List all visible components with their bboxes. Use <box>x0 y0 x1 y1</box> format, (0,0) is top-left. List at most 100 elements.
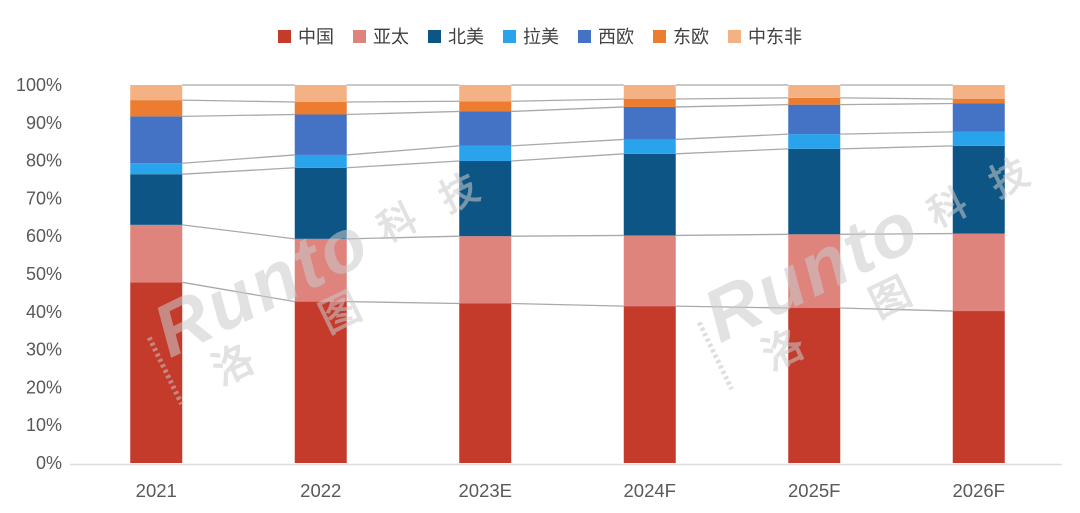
series-connector-line <box>182 113 295 118</box>
bar-segment <box>294 167 347 239</box>
bar-segment <box>130 100 183 117</box>
bar-segment <box>952 145 1005 234</box>
legend-item: 拉美 <box>503 23 559 49</box>
bar-segment <box>130 282 183 463</box>
series-connector-line <box>840 131 953 135</box>
bar-segment <box>623 85 676 99</box>
legend-item: 中东非 <box>728 23 802 49</box>
series-connector-line <box>840 97 953 100</box>
series-connector-line <box>840 145 953 150</box>
series-connector-line <box>675 305 789 309</box>
legend-label: 中东非 <box>748 27 802 47</box>
series-connector-line <box>511 106 624 113</box>
bar-segment <box>459 236 512 304</box>
y-axis-tick-label: 30% <box>26 340 62 360</box>
x-axis-label: 2025F <box>788 480 840 501</box>
bar-segment <box>952 103 1005 132</box>
series-connector-line <box>182 154 295 164</box>
bar-segment <box>130 174 183 225</box>
legend-item: 亚太 <box>353 23 409 49</box>
bar-segment <box>130 163 183 175</box>
bar-segment <box>952 131 1005 146</box>
bar-segment <box>623 139 676 154</box>
legend-item: 北美 <box>428 23 484 49</box>
legend-swatch <box>728 29 741 43</box>
y-axis-tick-label: 90% <box>26 113 62 133</box>
bar-segment <box>952 98 1005 104</box>
bar-segment <box>788 148 841 235</box>
series-connector-line <box>346 110 460 116</box>
bar-segment <box>130 85 183 101</box>
legend-swatch <box>428 29 441 43</box>
bar-segment <box>130 116 183 164</box>
series-connector-line <box>346 100 460 103</box>
series-connector-line <box>346 300 460 305</box>
bar-segment <box>623 306 676 463</box>
legend-label: 北美 <box>448 27 484 47</box>
bar-segment <box>623 153 676 236</box>
series-connector-line <box>346 160 460 169</box>
y-axis-tick-label: 50% <box>26 264 62 284</box>
legend-swatch <box>353 29 366 43</box>
legend-swatch <box>278 29 291 43</box>
series-connector-line <box>840 307 953 312</box>
series-connector-line <box>346 235 460 240</box>
legend-label: 中国 <box>298 27 334 47</box>
bar-segment <box>294 301 347 463</box>
series-connector-line <box>511 153 624 162</box>
series-connector-line <box>675 148 789 155</box>
legend-item: 中国 <box>278 23 334 49</box>
legend-label: 亚太 <box>373 27 409 47</box>
legend-swatch <box>503 29 516 43</box>
legend-label: 东欧 <box>673 27 709 47</box>
y-axis-tick-label: 40% <box>26 302 62 322</box>
series-connector-line <box>511 234 624 237</box>
series-connector-line <box>511 138 624 147</box>
bar-segment <box>294 85 347 103</box>
bar-segment <box>459 85 512 102</box>
legend-label: 西欧 <box>598 27 634 47</box>
legend-swatch <box>653 29 666 43</box>
legend-item: 东欧 <box>653 23 709 49</box>
bar-segment <box>623 98 676 107</box>
bar-segment <box>294 238 347 302</box>
bar-segment <box>788 97 841 105</box>
bar-segment <box>788 234 841 309</box>
bar-segment <box>294 114 347 155</box>
legend-label: 拉美 <box>523 27 559 47</box>
y-axis-tick-label: 10% <box>26 415 62 435</box>
x-axis-label: 2026F <box>953 480 1005 501</box>
series-connector-line <box>511 98 624 102</box>
y-axis-tick-label: 80% <box>26 151 62 171</box>
series-connector-line <box>511 302 624 307</box>
bar-segment <box>459 101 512 112</box>
y-axis-tick-label: 70% <box>26 188 62 208</box>
series-connector-line <box>182 224 295 240</box>
series-connector-line <box>675 233 789 237</box>
bar-segment <box>788 85 841 98</box>
bar-segment <box>130 224 183 283</box>
y-axis-tick-label: 100% <box>16 75 62 95</box>
bar-segment <box>952 311 1005 463</box>
series-connector-line <box>346 145 460 156</box>
series-connector-line <box>675 133 789 141</box>
legend-swatch <box>578 29 591 43</box>
series-connector-line <box>182 281 295 303</box>
bar-segment <box>459 303 512 463</box>
x-axis-label: 2024F <box>624 480 676 501</box>
y-axis-tick-label: 0% <box>36 453 62 473</box>
series-connector-line <box>182 99 295 103</box>
series-connector-line <box>675 97 789 100</box>
bar-segment <box>623 235 676 307</box>
bar-segment <box>623 106 676 140</box>
bar-segment <box>294 154 347 168</box>
series-connector-line <box>675 104 789 108</box>
bar-segment <box>294 102 347 115</box>
bar-segment <box>459 160 512 237</box>
bar-segment <box>788 308 841 463</box>
series-connector-line <box>182 167 295 175</box>
legend-item: 西欧 <box>578 23 634 49</box>
chart-legend: 中国 亚太 北美 拉美 西欧 东欧 中东非 <box>0 24 1080 48</box>
